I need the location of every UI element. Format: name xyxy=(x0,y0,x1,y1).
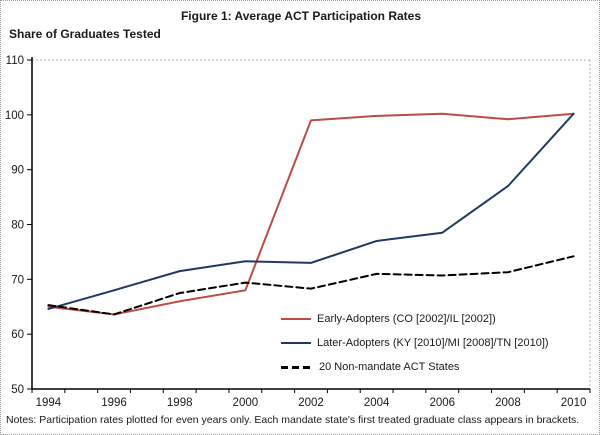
series-line-1 xyxy=(47,112,575,310)
y-tick-label: 90 xyxy=(11,165,24,177)
legend-label: Early-Adopters (CO [2002]/IL [2002]) xyxy=(317,313,496,325)
legend-item-early-adopters: Early-Adopters (CO [2002]/IL [2002]) xyxy=(281,307,549,331)
series-line-0 xyxy=(47,112,575,316)
legend-item-later-adopters: Later-Adopters (KY [2010]/MI [2008]/TN [… xyxy=(281,331,549,355)
x-tick-label: 1994 xyxy=(36,397,62,409)
legend-label: Later-Adopters (KY [2010]/MI [2008]/TN [… xyxy=(317,337,549,349)
x-tick-label: 1996 xyxy=(101,397,127,409)
x-tick-label: 2010 xyxy=(561,397,587,409)
y-tick-label: 80 xyxy=(11,220,24,232)
y-tick-label: 70 xyxy=(11,274,24,286)
legend: Early-Adopters (CO [2002]/IL [2002]) Lat… xyxy=(281,307,549,379)
y-tick-label: 50 xyxy=(11,384,24,396)
series-line-2 xyxy=(47,255,575,316)
red-line-swatch-icon xyxy=(281,318,311,320)
legend-label: 20 Non-mandate ACT States xyxy=(319,361,460,373)
x-tick-label: 2000 xyxy=(233,397,259,409)
y-tick-label: 100 xyxy=(5,110,24,122)
x-tick-label: 2002 xyxy=(298,397,324,409)
chart-notes: Notes: Participation rates plotted for e… xyxy=(6,414,580,426)
x-tick-label: 1998 xyxy=(167,397,193,409)
x-tick-label: 2006 xyxy=(429,397,455,409)
chart-title: Figure 1: Average ACT Participation Rate… xyxy=(180,9,422,23)
legend-item-non-mandate: 20 Non-mandate ACT States xyxy=(281,355,549,379)
y-tick-label: 110 xyxy=(6,55,24,67)
y-tick-label: 60 xyxy=(11,329,24,341)
blue-line-swatch-icon xyxy=(281,342,311,344)
black-dashed-swatch-icon xyxy=(281,365,313,369)
x-tick-label: 2004 xyxy=(364,397,390,409)
x-tick-label: 2008 xyxy=(495,397,521,409)
y-axis-caption: Share of Graduates Tested xyxy=(9,27,161,41)
